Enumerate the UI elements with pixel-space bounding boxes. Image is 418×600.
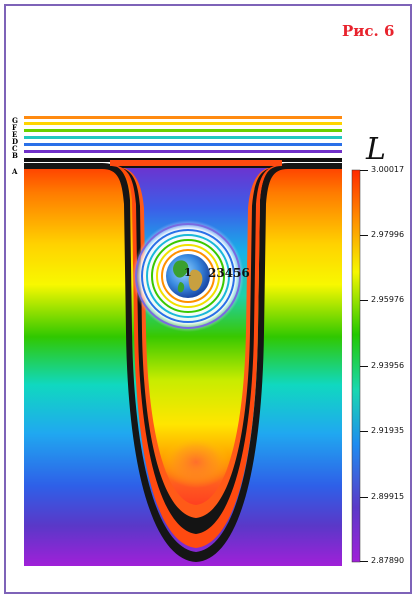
layer-label-e: E [12,130,18,139]
tick-label-6: 2.87890 [371,556,405,565]
tick-mark-0 [360,170,368,171]
ring-4 [151,239,225,313]
tick-label-0: 3.00017 [371,165,405,174]
layer-line-c [24,143,342,146]
tick-mark-4 [360,431,368,432]
tick-label-4: 2.91935 [371,426,405,435]
layer-label-d: D [12,137,19,146]
earth-ring-labels: 23456 [208,266,250,280]
earth-system [132,220,244,332]
tick-mark-2 [360,300,368,301]
colorbar-quantity-symbol: L [366,132,386,167]
tick-label-1: 2.97996 [371,230,405,239]
outer-ring [135,223,241,329]
tick-label-2: 2.95976 [371,295,405,304]
well-outer-black-rim [24,163,342,562]
well-hot-spot [162,436,230,488]
ring-3 [156,244,220,308]
tick-mark-1 [360,235,368,236]
layer-line-d [24,136,342,139]
continent-2 [188,269,203,291]
tick-mark-5 [360,497,368,498]
layer-label-b: B [12,151,18,160]
layer-line-e [24,129,342,132]
layer-label-c: C [12,144,18,153]
layer-line-b [24,150,342,153]
colorbar [351,169,361,563]
continent-3 [177,282,185,293]
tick-label-3: 2.93956 [371,361,405,370]
layer-line-g [24,116,342,119]
layer-label-f: F [12,123,17,132]
figure-title: Рис. 6 [342,22,395,40]
layer-label-a: A [12,167,18,176]
layer-line-f [24,122,342,125]
ring-5 [146,234,230,318]
ring-2 [161,249,215,303]
earth-center-label: 1 [184,266,192,279]
tick-label-5: 2.89915 [371,492,405,501]
tick-mark-3 [360,366,368,367]
tick-mark-6 [360,561,368,562]
layer-label-g: G [12,116,18,125]
ring-6 [141,229,235,323]
continent-1 [173,260,189,278]
layer-lines [24,116,342,162]
